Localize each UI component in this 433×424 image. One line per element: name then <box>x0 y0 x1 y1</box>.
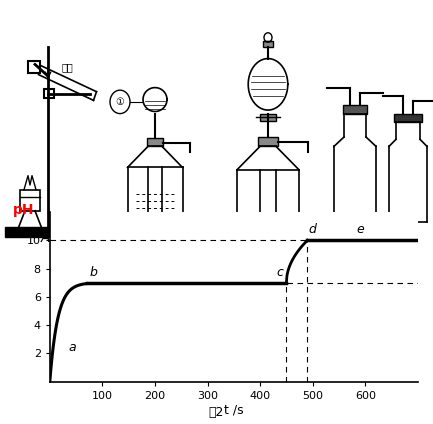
Bar <box>343 106 367 114</box>
Text: d: d <box>308 223 317 236</box>
Bar <box>260 114 276 120</box>
Text: D: D <box>350 231 360 245</box>
Y-axis label: pH: pH <box>13 203 35 217</box>
Bar <box>5 227 85 237</box>
Text: C: C <box>263 231 273 245</box>
X-axis label: t /s: t /s <box>224 403 244 416</box>
Text: 图1: 图1 <box>208 260 224 273</box>
Text: B: B <box>150 231 160 245</box>
Text: a: a <box>68 340 76 354</box>
Text: b: b <box>89 265 97 279</box>
Text: A: A <box>40 231 50 245</box>
Text: E: E <box>404 231 412 245</box>
Text: c: c <box>277 265 284 279</box>
Bar <box>263 41 273 47</box>
Text: 图2: 图2 <box>209 405 224 418</box>
Bar <box>44 89 54 98</box>
Bar <box>147 138 163 146</box>
Bar <box>28 61 40 73</box>
Text: 棉花: 棉花 <box>62 63 74 73</box>
Text: ①: ① <box>116 97 124 107</box>
Text: e: e <box>356 223 364 236</box>
Bar <box>258 137 278 146</box>
Bar <box>394 114 422 122</box>
Bar <box>20 190 40 211</box>
